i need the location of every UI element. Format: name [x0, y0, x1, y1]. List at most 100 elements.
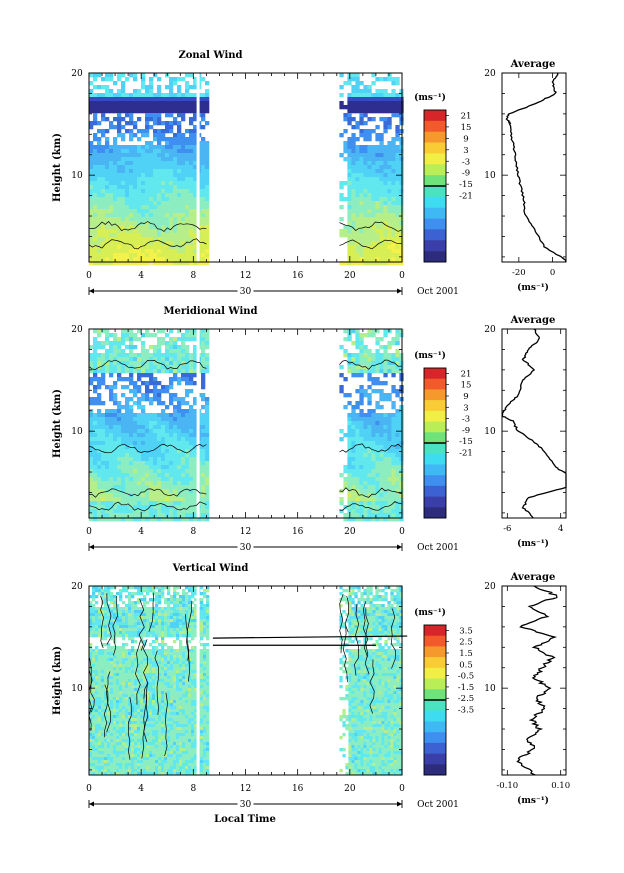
x-tick-label: 0 [86, 784, 92, 794]
colorbar-band [424, 700, 446, 712]
colorbar-band [424, 131, 446, 143]
colorbar-tick-label: -21 [459, 449, 473, 459]
y-tick-label: 20 [71, 69, 83, 79]
average-unit: (ms⁻¹) [517, 795, 549, 806]
x-tick-label: 0 [86, 271, 92, 281]
y-tick-label: 10 [71, 684, 83, 694]
y-tick-label: 10 [71, 171, 83, 181]
average-x-tick: 4 [558, 524, 563, 534]
x-tick-label: 20 [344, 271, 356, 281]
colorbar-tick-label: -0.5 [458, 672, 474, 682]
colorbar-band [424, 432, 446, 444]
date-month-label: Oct 2001 [417, 800, 459, 810]
average-x-tick: 0 [550, 268, 555, 278]
colorbar-tick-label: -2.5 [458, 694, 474, 704]
y-tick-label: 20 [71, 325, 83, 335]
average-y-tick: 20 [484, 582, 496, 592]
colorbar-band [424, 625, 446, 637]
average-y-tick: 10 [484, 171, 496, 181]
average-profile-line [505, 72, 567, 263]
x-tick-label: 16 [292, 527, 304, 537]
colorbar-unit: (ms⁻¹) [414, 92, 446, 103]
x-tick-label: 12 [240, 527, 251, 537]
contours [88, 359, 402, 512]
panel-title: Meridional Wind [163, 306, 257, 317]
colorbar: 3.5 2.51.50.5 -0.5-1.5-2.5 -3.5 [423, 624, 474, 776]
colorbar-band [424, 464, 446, 476]
x-tick-label: 4 [138, 784, 144, 794]
date-day-label: 30 [240, 543, 252, 553]
x-tick-label: 4 [138, 271, 144, 281]
colorbar-band [424, 421, 446, 433]
x-tick-label: 16 [292, 784, 304, 794]
colorbar-tick-label: -1.5 [458, 683, 474, 693]
colorbar-tick-label: 9 [463, 392, 468, 402]
y-tick-label: 20 [71, 582, 83, 592]
colorbar-band [424, 635, 446, 647]
average-y-tick: 20 [484, 69, 496, 79]
colorbar-band [424, 646, 446, 658]
y-tick-label: 10 [71, 427, 83, 437]
colorbar-band [424, 186, 446, 198]
colorbar-band [424, 657, 446, 669]
colorbar-tick-label: -3.5 [458, 706, 474, 716]
colorbar-band [424, 240, 446, 252]
colorbar-band [424, 110, 446, 122]
colorbar-band [424, 453, 446, 465]
x-tick-label: 12 [240, 784, 251, 794]
panel-title: Zonal Wind [178, 50, 242, 61]
contours [88, 592, 396, 760]
colorbar-tick-label: -3 [462, 415, 470, 425]
colorbar-tick-label: 0.5 [459, 660, 473, 670]
average-title: Average [510, 315, 556, 326]
colorbar-band [424, 485, 446, 497]
average-x-tick: -0.10 [496, 781, 518, 791]
colorbar-tick-label: 15 [461, 381, 472, 391]
colorbar-band [424, 507, 446, 519]
average-y-tick: 10 [484, 427, 496, 437]
colorbar-band [424, 710, 446, 722]
average-x-tick: 0.10 [551, 781, 570, 791]
average-y-tick: 10 [484, 684, 496, 694]
colorbar-tick-label: -3 [462, 157, 470, 167]
colorbar-tick-label: 3 [463, 146, 468, 156]
colorbar-band [424, 475, 446, 487]
x-tick-label: 0 [399, 784, 405, 794]
heatmap [89, 73, 404, 266]
colorbar-band [424, 496, 446, 508]
colorbar-band [424, 732, 446, 744]
y-axis-label: Height (km) [52, 133, 63, 202]
average-title: Average [510, 59, 556, 70]
colorbar-tick-label: 1.5 [459, 649, 473, 659]
colorbar-tick-label: -9 [462, 169, 470, 179]
colorbar-band [424, 196, 446, 209]
colorbar-tick-label: -15 [459, 180, 473, 190]
contours [88, 221, 402, 250]
panel-title: Vertical Wind [172, 563, 249, 574]
colorbar-band [424, 667, 446, 679]
x-tick-label: 20 [344, 784, 356, 794]
colorbar-tick-label: 9 [463, 134, 468, 144]
colorbar-tick-label: -21 [459, 192, 473, 202]
colorbar-tick-label: -15 [459, 437, 473, 447]
colorbar-band [424, 753, 446, 765]
heatmap [89, 586, 403, 776]
colorbar-tick-label: 3.5 [459, 626, 473, 636]
average-unit: (ms⁻¹) [517, 538, 549, 549]
colorbar-band [424, 400, 446, 412]
average-profile: Average 20 10 -6 4 (ms⁻¹) [484, 315, 567, 549]
date-month-label: Oct 2001 [417, 543, 459, 553]
x-tick-label: 0 [86, 527, 92, 537]
colorbar-band [424, 142, 446, 154]
x-tick-label: 12 [240, 271, 251, 281]
x-axis-label-local-time: Local Time [214, 814, 276, 825]
panel-vertical: Vertical Wind 20 10 Height (km) 0 4 8 12 16 20 0 30… [52, 563, 570, 810]
colorbar-tick-label: 2.5 [459, 638, 473, 648]
panel-meridional: Meridional Wind 20 10 Height (km) 0 4 8 12 16 20 0… [52, 306, 567, 553]
colorbar-band [424, 678, 446, 690]
x-tick-label: 20 [344, 527, 356, 537]
